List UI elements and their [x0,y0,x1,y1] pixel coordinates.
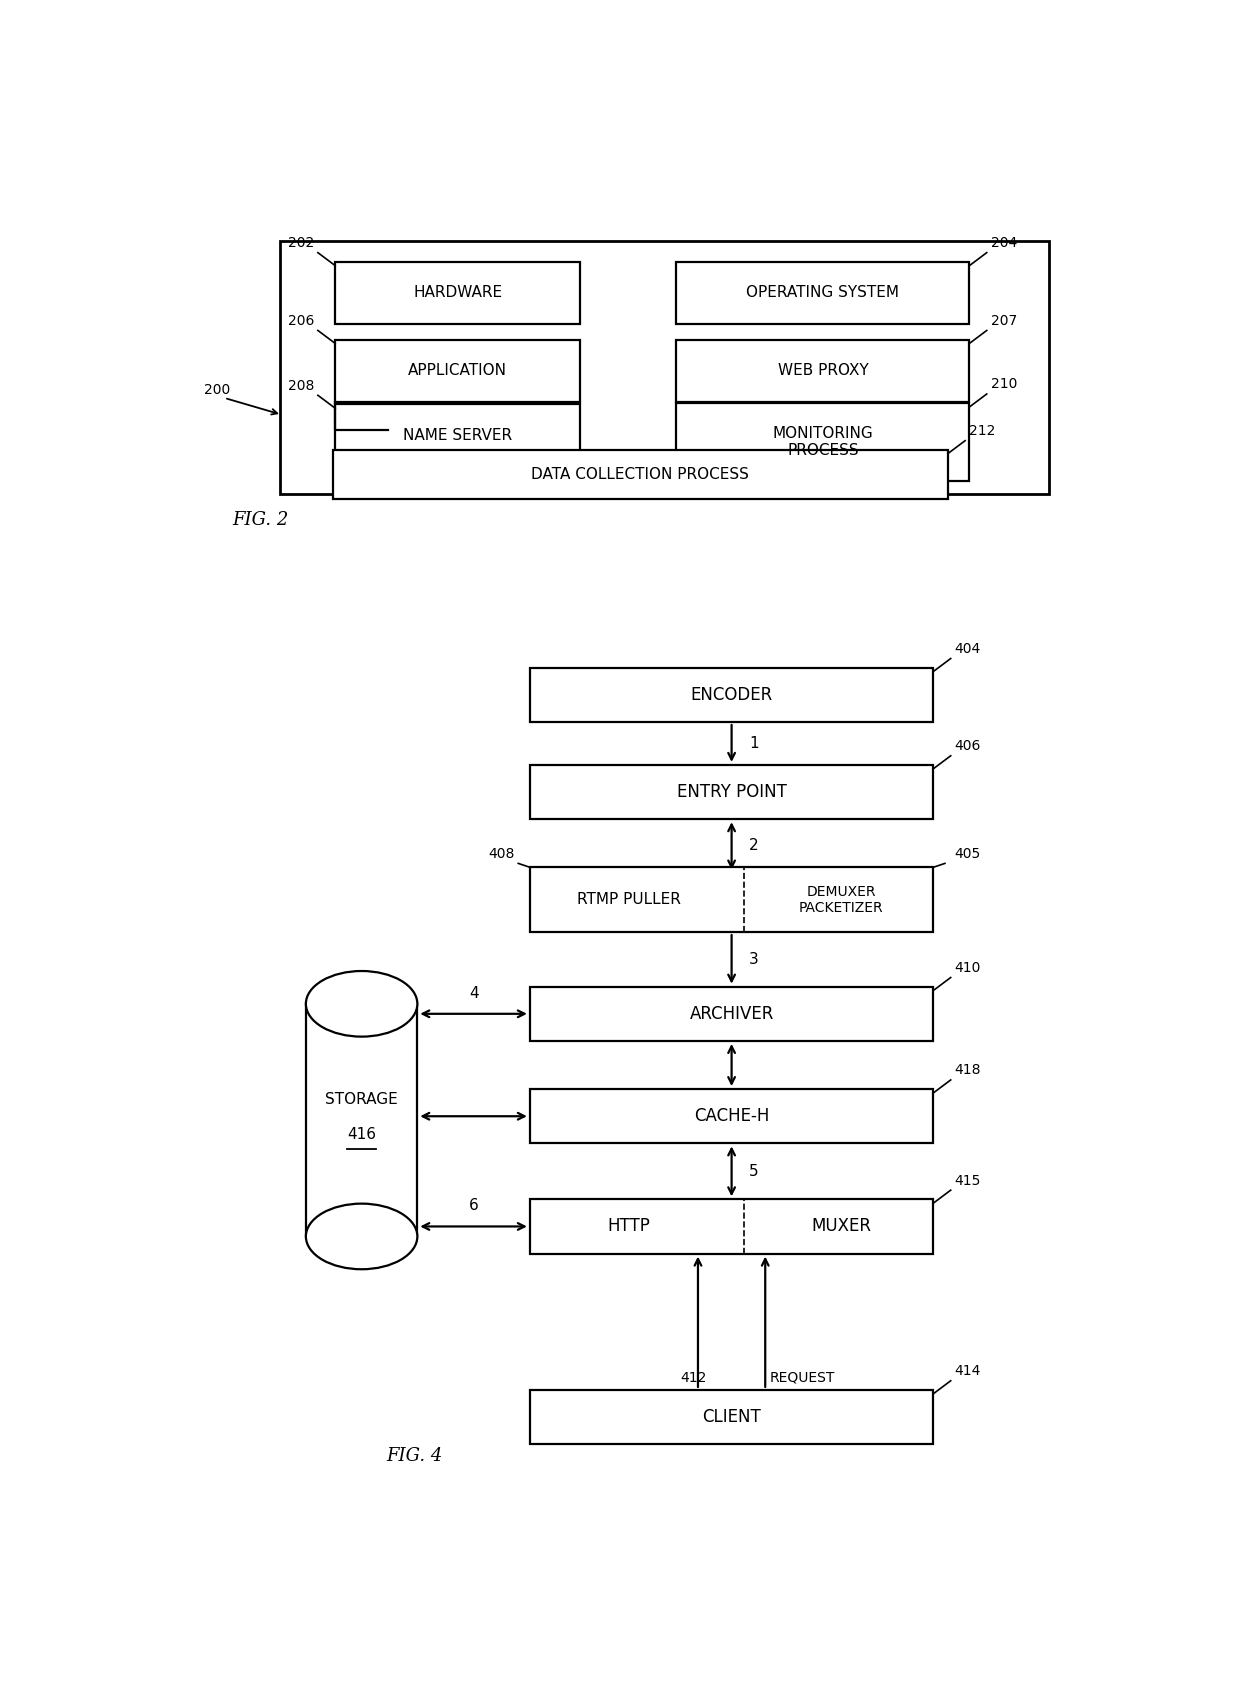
Ellipse shape [306,972,418,1037]
FancyBboxPatch shape [676,261,970,323]
Text: 202: 202 [288,236,314,249]
Text: 1: 1 [749,736,759,751]
FancyBboxPatch shape [676,340,970,402]
Text: STORAGE: STORAGE [325,1093,398,1106]
FancyBboxPatch shape [529,765,934,820]
Text: 208: 208 [288,379,314,392]
Text: NAME SERVER: NAME SERVER [403,428,512,443]
Text: 212: 212 [968,424,996,438]
Text: 414: 414 [955,1364,981,1378]
Text: ENCODER: ENCODER [691,685,773,704]
Text: OPERATING SYSTEM: OPERATING SYSTEM [746,285,899,300]
Text: 405: 405 [955,847,981,861]
Text: CACHE-H: CACHE-H [694,1108,769,1125]
FancyBboxPatch shape [332,450,947,498]
Text: MUXER: MUXER [811,1218,872,1236]
Text: ARCHIVER: ARCHIVER [689,1005,774,1022]
Ellipse shape [306,1204,418,1270]
Text: 418: 418 [955,1063,981,1078]
Text: 412: 412 [680,1371,707,1384]
Text: 406: 406 [955,739,981,753]
Text: 210: 210 [991,377,1017,391]
Text: DEMUXER
PACKETIZER: DEMUXER PACKETIZER [799,884,884,914]
Text: 408: 408 [489,847,515,861]
Text: REQUEST: REQUEST [770,1371,836,1384]
Text: 207: 207 [991,313,1017,328]
FancyBboxPatch shape [529,667,934,722]
Text: 415: 415 [955,1174,981,1187]
Text: ENTRY POINT: ENTRY POINT [677,783,786,802]
Text: HARDWARE: HARDWARE [413,285,502,300]
Text: 4: 4 [469,985,479,1000]
FancyBboxPatch shape [529,1389,934,1445]
Text: DATA COLLECTION PROCESS: DATA COLLECTION PROCESS [532,466,749,482]
FancyBboxPatch shape [529,1199,934,1253]
FancyBboxPatch shape [306,1004,418,1236]
Text: 410: 410 [955,962,981,975]
FancyBboxPatch shape [529,987,934,1041]
Text: 416: 416 [347,1127,376,1142]
Text: 5: 5 [749,1164,759,1179]
FancyBboxPatch shape [676,402,970,482]
Text: FIG. 4: FIG. 4 [387,1447,443,1465]
FancyBboxPatch shape [335,340,580,402]
Text: 3: 3 [749,951,759,967]
Text: APPLICATION: APPLICATION [408,364,507,379]
Text: 2: 2 [749,839,759,854]
Text: 206: 206 [288,313,314,328]
Text: FIG. 2: FIG. 2 [232,510,288,529]
Text: 200: 200 [205,382,231,397]
FancyBboxPatch shape [335,261,580,323]
Text: RTMP PULLER: RTMP PULLER [577,893,681,908]
Text: 404: 404 [955,642,981,655]
Text: CLIENT: CLIENT [702,1408,761,1426]
FancyBboxPatch shape [280,241,1049,493]
Text: 6: 6 [469,1199,479,1214]
Text: HTTP: HTTP [608,1218,651,1236]
Text: MONITORING
PROCESS: MONITORING PROCESS [773,426,873,458]
FancyBboxPatch shape [335,404,580,466]
Text: 204: 204 [991,236,1017,249]
FancyBboxPatch shape [529,867,934,933]
FancyBboxPatch shape [529,1090,934,1143]
Text: WEB PROXY: WEB PROXY [777,364,868,379]
